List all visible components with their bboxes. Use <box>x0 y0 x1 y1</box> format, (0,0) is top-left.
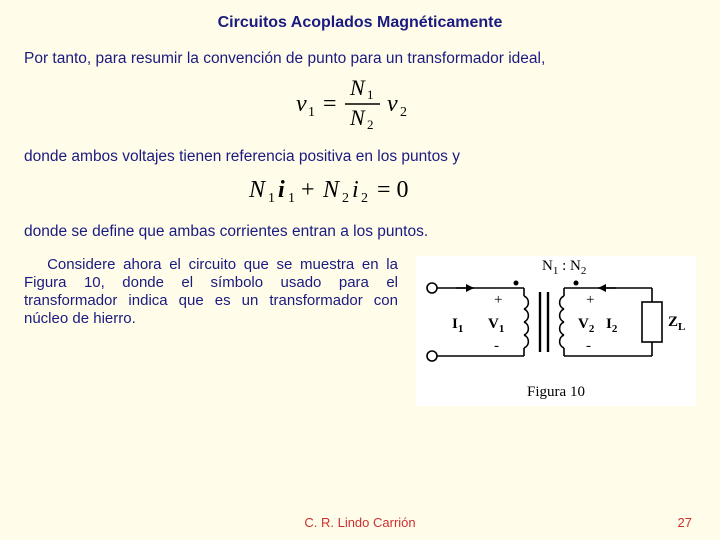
fig-plus-left: + <box>494 292 502 308</box>
paragraph-1: Por tanto, para resumir la convención de… <box>24 50 696 69</box>
eq1-equals: = <box>323 91 337 117</box>
paragraph-2: donde ambos voltajes tienen referencia p… <box>24 148 696 167</box>
eq1-v2-sub: 2 <box>400 105 407 120</box>
equation-2: N 1 i 1 + N 2 i 2 = 0 <box>24 172 696 213</box>
eq2-i1-sub: 1 <box>288 191 295 206</box>
eq2-N1-sub: 1 <box>268 191 275 206</box>
eq2-i1: i <box>278 177 285 203</box>
eq2-N2: N <box>322 177 341 203</box>
footer-author: C. R. Lindo Carrión <box>0 515 720 530</box>
paragraph-3: donde se define que ambas corrientes ent… <box>24 223 696 242</box>
figure-caption: Figura 10 <box>527 384 585 400</box>
eq2-i2-sub: 2 <box>361 191 368 206</box>
paragraph-4: Considere ahora el circuito que se muest… <box>24 256 398 328</box>
fig-load-box <box>642 302 662 342</box>
fig-minus-left: - <box>494 338 499 354</box>
paragraph-4-text: Considere ahora el circuito que se muest… <box>24 256 398 327</box>
eq2-rhs: = 0 <box>377 177 409 203</box>
fig-plus-right: + <box>586 292 594 308</box>
equation-1: v 1 = N 1 N 2 v 2 <box>24 75 696 138</box>
eq2-plus: + <box>301 177 315 203</box>
eq1-N2-sub: 2 <box>367 117 374 132</box>
eq1-v1-sub: 1 <box>308 105 315 120</box>
eq2-N2-sub: 2 <box>342 191 349 206</box>
page-title: Circuitos Acoplados Magnéticamente <box>24 14 696 32</box>
fig-dot-right <box>574 280 579 285</box>
footer-page-number: 27 <box>678 515 692 530</box>
eq2-i2: i <box>352 177 359 203</box>
fig-dot-left <box>514 280 519 285</box>
eq2-N1: N <box>248 177 267 203</box>
equation-2-svg: N 1 i 1 + N 2 i 2 = 0 <box>245 172 475 208</box>
eq1-N1-sub: 1 <box>367 87 374 102</box>
eq1-N2: N <box>349 105 366 130</box>
equation-1-svg: v 1 = N 1 N 2 v 2 <box>290 75 430 133</box>
eq1-v2: v <box>387 91 398 117</box>
figure-10-container: N1 : N2 <box>416 256 696 411</box>
eq1-N1: N <box>349 75 366 100</box>
figure-10-svg: N1 : N2 <box>416 256 696 406</box>
eq1-v1: v <box>296 91 307 117</box>
slide-page: Circuitos Acoplados Magnéticamente Por t… <box>0 0 720 540</box>
two-column-row: Considere ahora el circuito que se muest… <box>24 256 696 411</box>
fig-minus-right: - <box>586 338 591 354</box>
